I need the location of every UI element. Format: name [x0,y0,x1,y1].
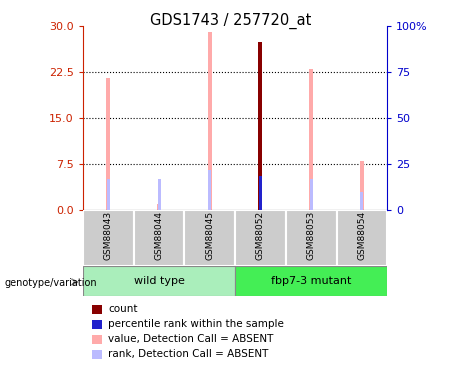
Bar [259,42,262,210]
Bar [309,69,313,210]
Text: wild type: wild type [134,276,184,286]
Bar [158,179,160,210]
Bar [259,176,262,210]
Bar [361,192,363,210]
Bar [83,266,235,296]
Bar [235,266,387,296]
Bar [259,42,262,210]
Text: GDS1743 / 257720_at: GDS1743 / 257720_at [150,13,311,29]
Bar [208,32,212,210]
Text: percentile rank within the sample: percentile rank within the sample [108,320,284,329]
Bar [337,210,387,266]
Bar [235,210,286,266]
Text: value, Detection Call = ABSENT: value, Detection Call = ABSENT [108,334,274,344]
Text: count: count [108,304,138,314]
Bar [360,161,364,210]
Text: GSM88054: GSM88054 [357,211,366,260]
Text: rank, Detection Call = ABSENT: rank, Detection Call = ABSENT [108,350,269,359]
Text: GSM88053: GSM88053 [307,211,316,260]
Text: genotype/variation: genotype/variation [5,278,97,288]
Text: GSM88045: GSM88045 [205,211,214,260]
Bar [259,176,262,210]
Bar [134,210,184,266]
Bar [83,210,134,266]
Bar [107,179,110,210]
Text: fbp7-3 mutant: fbp7-3 mutant [271,276,351,286]
Bar [106,78,110,210]
Text: GSM88043: GSM88043 [104,211,113,260]
Bar [184,210,235,266]
Bar [208,170,211,210]
Text: GSM88044: GSM88044 [154,211,164,260]
Text: GSM88052: GSM88052 [256,211,265,260]
Bar [310,179,313,210]
Bar [157,204,161,210]
Bar [286,210,337,266]
